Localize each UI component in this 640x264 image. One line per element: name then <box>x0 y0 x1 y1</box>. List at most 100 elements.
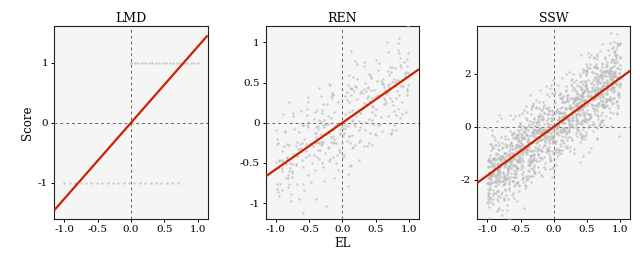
Point <box>596 87 606 91</box>
Point <box>520 144 530 148</box>
Point <box>598 118 608 122</box>
Point <box>499 151 509 155</box>
Point <box>493 152 503 156</box>
Point <box>311 197 321 201</box>
Point <box>598 69 609 73</box>
Point <box>514 124 524 128</box>
Point <box>578 98 588 102</box>
Point <box>484 172 495 176</box>
Point <box>562 98 572 103</box>
Point <box>511 167 522 172</box>
Point <box>283 185 293 189</box>
Point <box>598 95 608 99</box>
Point <box>342 172 353 176</box>
Point <box>281 162 291 167</box>
Point <box>607 84 618 89</box>
Point <box>523 168 533 172</box>
Point <box>322 102 332 106</box>
Point <box>516 156 527 160</box>
Point <box>515 132 525 136</box>
Point <box>492 162 502 166</box>
Point <box>516 152 526 156</box>
Point <box>520 183 531 188</box>
Point <box>495 156 505 161</box>
Point <box>493 177 503 182</box>
Point <box>312 127 323 131</box>
Point <box>520 174 531 178</box>
Point <box>348 75 358 79</box>
Point <box>598 105 609 109</box>
Point <box>394 36 404 40</box>
Point <box>492 167 502 171</box>
Point <box>609 44 619 49</box>
Point <box>543 149 553 153</box>
Point <box>547 149 557 153</box>
Point <box>561 126 572 130</box>
Point <box>545 155 555 159</box>
Point <box>517 172 527 176</box>
Point <box>540 103 550 107</box>
Point <box>484 160 495 164</box>
Point <box>517 133 527 137</box>
Point <box>289 127 300 131</box>
Point <box>398 84 408 88</box>
Point <box>511 143 521 147</box>
Point <box>543 148 554 152</box>
Point <box>548 171 559 176</box>
Point <box>484 187 495 191</box>
Point <box>504 148 514 153</box>
Point <box>591 102 602 107</box>
Point <box>568 118 578 122</box>
Point <box>609 74 619 79</box>
Point <box>484 176 495 180</box>
Point <box>565 106 575 110</box>
Point <box>554 117 564 121</box>
Point <box>277 159 287 163</box>
Point <box>598 99 608 103</box>
Point <box>509 163 520 167</box>
Point <box>276 158 287 162</box>
Point <box>571 78 581 82</box>
Point <box>154 60 164 65</box>
Point <box>337 126 348 131</box>
Point <box>516 164 526 168</box>
Point <box>532 119 543 123</box>
Point <box>506 151 516 155</box>
Point <box>583 78 593 82</box>
Point <box>591 56 602 61</box>
Point <box>488 163 499 167</box>
Point <box>504 217 515 221</box>
Point <box>606 77 616 81</box>
Point <box>593 114 603 118</box>
Point <box>572 103 582 108</box>
Point <box>522 176 532 180</box>
Point <box>607 86 618 91</box>
Point <box>543 94 554 98</box>
Point <box>556 76 566 80</box>
Point <box>308 144 318 148</box>
Point <box>578 154 588 158</box>
Point <box>499 158 509 162</box>
Point <box>545 109 555 113</box>
Point <box>572 101 582 105</box>
Point <box>547 108 557 112</box>
Point <box>499 173 509 177</box>
Point <box>529 148 539 152</box>
Point <box>485 172 495 176</box>
Point <box>505 129 515 133</box>
Point <box>509 172 520 177</box>
Point <box>580 68 591 73</box>
Point <box>564 117 575 122</box>
Point <box>602 98 612 102</box>
Point <box>570 102 580 107</box>
Point <box>578 90 588 94</box>
Point <box>575 98 586 103</box>
Point <box>497 154 508 158</box>
Point <box>513 128 524 132</box>
Point <box>580 98 590 102</box>
Point <box>498 156 508 161</box>
Point <box>491 157 501 161</box>
Point <box>572 119 582 123</box>
Point <box>509 183 520 187</box>
Point <box>493 172 503 176</box>
